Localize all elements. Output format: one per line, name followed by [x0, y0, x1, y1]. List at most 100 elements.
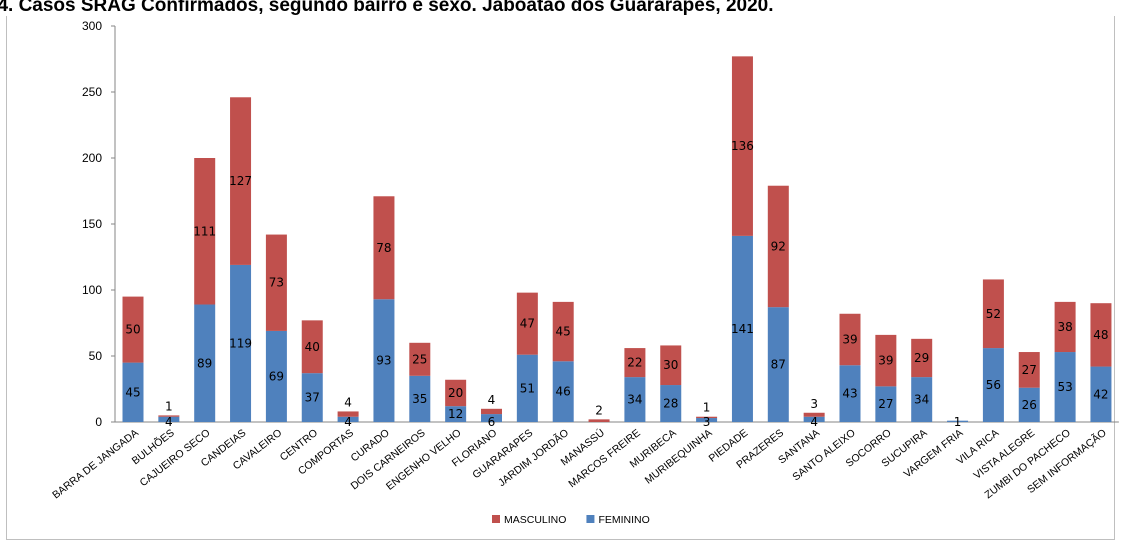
- data-label-feminino: 141: [731, 322, 754, 336]
- data-label-masculino: 3: [810, 397, 818, 411]
- bar-masculino: [373, 196, 395, 300]
- bar-feminino: [265, 330, 287, 422]
- data-label-masculino: 39: [878, 354, 893, 368]
- bar-masculino: [624, 348, 646, 378]
- data-label-feminino: 46: [556, 385, 571, 399]
- data-label-feminino: 89: [197, 356, 212, 370]
- data-label-masculino: 1: [165, 399, 173, 413]
- data-label-feminino: 28: [663, 397, 678, 411]
- data-label-masculino: 48: [1093, 328, 1108, 342]
- data-label-feminino: 34: [627, 393, 642, 407]
- bar-feminino: [624, 377, 646, 422]
- bar-feminino: [122, 362, 144, 422]
- data-label-feminino: 1: [954, 415, 962, 429]
- bar-masculino: [265, 234, 287, 331]
- legend-swatch: [492, 515, 500, 523]
- bar-feminino: [481, 414, 502, 422]
- bar-masculino: [767, 185, 789, 308]
- bar-masculino: [1018, 352, 1040, 388]
- data-label-feminino: 4: [165, 415, 173, 429]
- bar-feminino: [660, 385, 682, 422]
- data-label-feminino: 56: [986, 378, 1001, 392]
- data-label-feminino: 12: [448, 407, 463, 421]
- legend-swatch: [586, 515, 595, 523]
- bar-feminino: [767, 307, 789, 422]
- data-label-feminino: 93: [376, 354, 391, 368]
- bar-feminino: [1090, 366, 1112, 422]
- data-label-feminino: 26: [1022, 398, 1037, 412]
- data-label-masculino: 136: [731, 139, 754, 153]
- bar-masculino: [122, 296, 144, 363]
- bar-masculino: [875, 334, 897, 387]
- bar-feminino: [731, 235, 753, 422]
- y-tick-label: 50: [89, 349, 103, 363]
- bar-masculino: [409, 342, 431, 376]
- y-tick-label: 0: [95, 415, 102, 429]
- bar-masculino: [552, 301, 574, 362]
- data-label-masculino: 111: [193, 224, 216, 238]
- bar-masculino: [516, 292, 538, 355]
- bar-feminino: [982, 348, 1004, 422]
- bar-feminino: [516, 354, 538, 422]
- data-label-feminino: 34: [914, 393, 929, 407]
- data-label-masculino: 127: [229, 174, 252, 188]
- data-label-masculino: 4: [488, 393, 496, 407]
- bar-feminino: [696, 418, 718, 422]
- data-label-feminino: 69: [269, 369, 284, 383]
- data-label-feminino: 53: [1057, 380, 1072, 394]
- bar-masculino: [803, 412, 825, 417]
- data-label-feminino: 35: [412, 392, 427, 406]
- data-label-feminino: 37: [305, 391, 320, 405]
- data-label-masculino: 4: [344, 395, 352, 409]
- y-tick-label: 150: [82, 217, 102, 231]
- bar-feminino: [230, 264, 252, 422]
- bar-masculino: [230, 97, 252, 265]
- bar-masculino: [660, 345, 682, 386]
- bar-feminino: [158, 416, 180, 422]
- bar-masculino: [194, 158, 216, 305]
- data-label-masculino: 39: [842, 333, 857, 347]
- y-tick-label: 300: [82, 19, 102, 33]
- data-label-masculino: 73: [269, 276, 284, 290]
- bar-feminino: [911, 377, 933, 422]
- bar-feminino: [301, 373, 323, 422]
- bar-feminino: [803, 416, 825, 422]
- data-label-feminino: 87: [771, 358, 786, 372]
- bar-masculino: [911, 338, 933, 378]
- data-label-masculino: 30: [663, 358, 678, 372]
- data-label-feminino: 27: [878, 397, 893, 411]
- bar-masculino: [1054, 301, 1076, 353]
- data-label-masculino: 52: [986, 307, 1001, 321]
- data-label-masculino: 22: [627, 356, 642, 370]
- bar-feminino: [552, 361, 574, 422]
- legend-label: FEMININO: [598, 514, 649, 526]
- data-label-feminino: 6: [488, 415, 496, 429]
- data-label-feminino: 4: [810, 415, 818, 429]
- data-label-masculino: 20: [448, 386, 463, 400]
- bar-masculino: [696, 416, 718, 419]
- data-label-feminino: 3: [703, 415, 711, 429]
- bar-feminino: [1018, 387, 1040, 422]
- bar-masculino: [839, 313, 861, 366]
- data-label-masculino: 1: [703, 401, 711, 415]
- y-tick-label: 200: [82, 151, 102, 165]
- y-tick-label: 100: [82, 283, 102, 297]
- data-label-feminino: 42: [1093, 387, 1108, 401]
- bar-feminino: [1054, 352, 1076, 422]
- bar-masculino: [982, 279, 1004, 349]
- x-tick-label: BARRA DE JANGADA: [50, 427, 141, 501]
- bar-feminino: [875, 386, 897, 422]
- bar-masculino: [1090, 303, 1112, 367]
- data-label-feminino: 119: [229, 336, 252, 350]
- chart-frame: [6, 16, 1115, 540]
- bar-feminino: [337, 416, 359, 422]
- chart-title: co 4. Casos SRAG Confirmados, segundo ba…: [0, 0, 774, 16]
- bar-masculino: [337, 411, 359, 417]
- data-label-feminino: 43: [842, 387, 857, 401]
- data-label-masculino: 25: [412, 352, 427, 366]
- bar-masculino: [481, 408, 502, 415]
- data-label-feminino: 4: [344, 415, 352, 429]
- legend-label: MASCULINO: [504, 514, 566, 526]
- data-label-masculino: 47: [520, 317, 535, 331]
